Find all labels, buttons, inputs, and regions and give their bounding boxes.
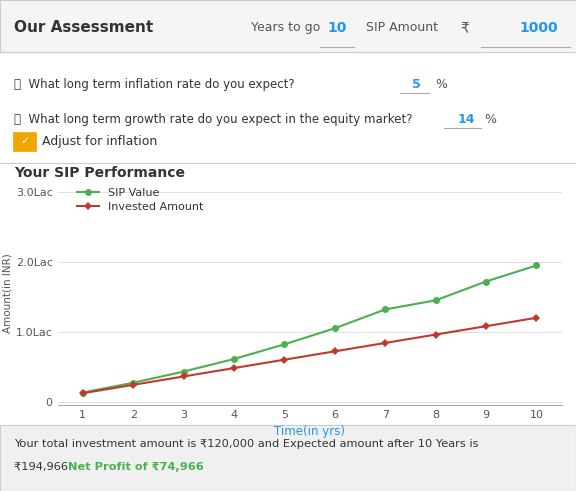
Text: Adjust for inflation: Adjust for inflation	[42, 135, 157, 148]
Text: %: %	[484, 113, 496, 126]
Text: Our Assessment: Our Assessment	[14, 21, 154, 35]
Text: Net Profit of ₹74,966: Net Profit of ₹74,966	[68, 463, 204, 472]
Text: ✓: ✓	[20, 136, 29, 146]
Line: Invested Amount: Invested Amount	[80, 315, 539, 396]
Invested Amount	[180, 374, 187, 380]
SIP Value	[432, 298, 439, 303]
Invested Amount	[483, 323, 490, 329]
FancyBboxPatch shape	[0, 0, 576, 52]
Text: 10: 10	[327, 21, 347, 35]
Y-axis label: Amount(in INR): Amount(in INR)	[3, 253, 13, 333]
Invested Amount	[281, 357, 288, 363]
SIP Value	[130, 380, 137, 386]
Text: Years to go: Years to go	[251, 22, 320, 34]
Text: ⓘ  What long term inflation rate do you expect?: ⓘ What long term inflation rate do you e…	[14, 78, 295, 91]
Legend: SIP Value, Invested Amount: SIP Value, Invested Amount	[73, 185, 206, 215]
SIP Value	[230, 356, 237, 362]
SIP Value	[281, 341, 288, 347]
Invested Amount	[130, 382, 137, 388]
Invested Amount	[533, 315, 540, 321]
Text: SIP Amount: SIP Amount	[366, 22, 438, 34]
Text: 5: 5	[412, 78, 420, 91]
Text: 1000: 1000	[519, 21, 558, 35]
Invested Amount	[331, 349, 338, 355]
SIP Value	[533, 263, 540, 269]
Text: Your total investment amount is ₹120,000 and Expected amount after 10 Years is: Your total investment amount is ₹120,000…	[14, 439, 479, 449]
Text: ₹: ₹	[461, 21, 469, 35]
SIP Value	[382, 306, 389, 312]
SIP Value	[483, 278, 490, 284]
Invested Amount	[230, 365, 237, 371]
FancyBboxPatch shape	[0, 425, 576, 491]
Text: ⓘ  What long term growth rate do you expect in the equity market?: ⓘ What long term growth rate do you expe…	[14, 113, 413, 126]
Text: 14: 14	[458, 113, 475, 126]
Text: Your SIP Performance: Your SIP Performance	[14, 166, 185, 180]
Invested Amount	[79, 390, 86, 396]
FancyBboxPatch shape	[13, 132, 36, 151]
Text: %: %	[435, 78, 447, 91]
SIP Value	[331, 326, 338, 331]
Line: SIP Value: SIP Value	[79, 262, 540, 396]
SIP Value	[79, 389, 86, 395]
Invested Amount	[382, 340, 389, 346]
Text: ₹194,966.: ₹194,966.	[14, 463, 75, 472]
X-axis label: Time(in yrs): Time(in yrs)	[274, 426, 345, 438]
Invested Amount	[432, 331, 439, 337]
SIP Value	[180, 369, 187, 375]
